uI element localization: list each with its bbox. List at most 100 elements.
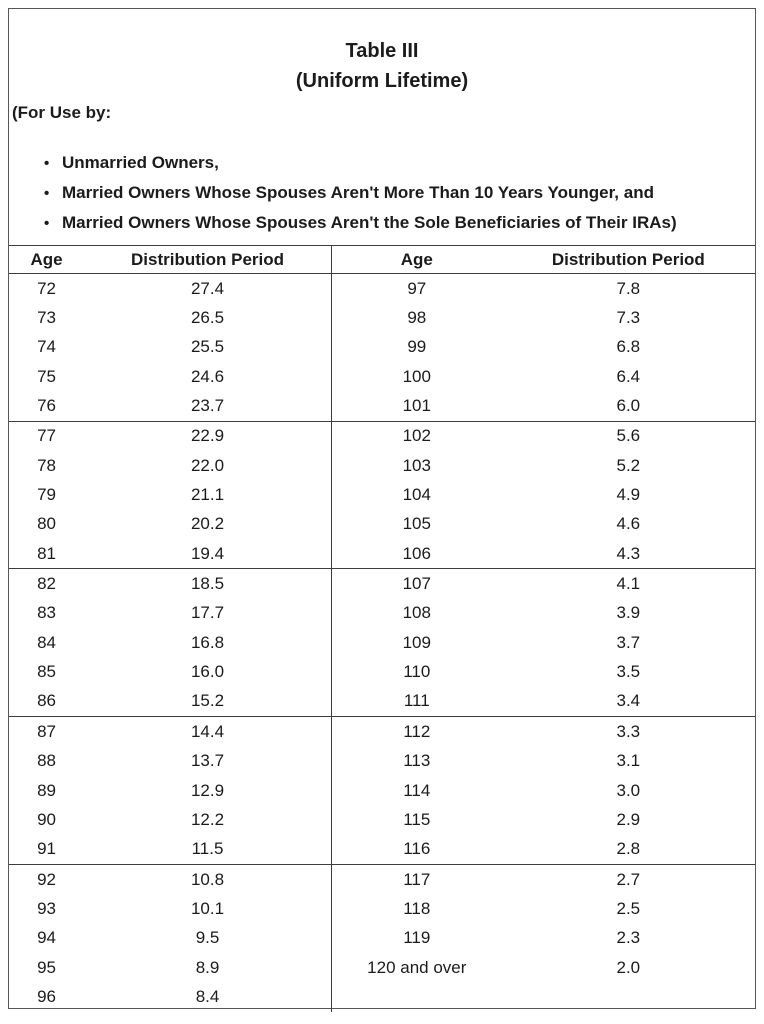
bullet-text: Unmarried Owners, xyxy=(62,153,219,172)
period-cell: 8.9 xyxy=(195,957,220,977)
age-cell: 81 xyxy=(37,543,56,563)
period-cell: 6.0 xyxy=(616,396,641,416)
period-cell: 3.5 xyxy=(616,662,641,682)
table-row: 91 11.5 116 2.8 xyxy=(9,834,755,865)
period-cell: 20.2 xyxy=(190,514,225,534)
list-item: • Unmarried Owners, xyxy=(9,148,755,178)
age-cell xyxy=(330,982,502,1012)
table-row: 80 20.2 105 4.6 xyxy=(9,509,755,540)
age-cell: 83 xyxy=(37,603,56,623)
period-cell: 19.4 xyxy=(190,543,225,563)
period-cell: 3.4 xyxy=(616,691,641,711)
period-cell: 24.6 xyxy=(190,366,225,386)
age-cell: 72 xyxy=(37,278,56,298)
age-cell: 88 xyxy=(37,751,56,771)
age-cell: 112 xyxy=(330,716,502,747)
period-cell: 3.9 xyxy=(616,603,641,623)
age-cell: 89 xyxy=(37,780,56,800)
for-use-by-label: (For Use by: xyxy=(12,103,112,122)
age-cell: 73 xyxy=(37,308,56,328)
age-cell: 116 xyxy=(330,834,502,865)
table-row: 72 27.4 97 7.8 xyxy=(9,273,755,304)
age-cell: 80 xyxy=(37,514,56,534)
column-header-period-right: Distribution Period xyxy=(501,245,755,274)
period-cell: 2.5 xyxy=(616,898,641,918)
table-row: 82 18.5 107 4.1 xyxy=(9,568,755,599)
table-row: 73 26.5 98 7.3 xyxy=(9,303,755,333)
age-cell: 94 xyxy=(37,928,56,948)
age-cell: 97 xyxy=(330,273,502,304)
age-cell: 96 xyxy=(37,986,56,1006)
period-cell: 27.4 xyxy=(190,278,225,298)
period-cell: 10.1 xyxy=(190,898,225,918)
bullet-text: Married Owners Whose Spouses Aren't More… xyxy=(62,183,654,202)
period-cell: 18.5 xyxy=(190,574,225,594)
period-cell: 4.9 xyxy=(616,485,641,505)
table-row: 86 15.2 111 3.4 xyxy=(9,686,755,717)
period-cell: 23.7 xyxy=(190,396,225,416)
age-cell: 113 xyxy=(330,746,502,776)
age-cell: 90 xyxy=(37,809,56,829)
age-cell: 107 xyxy=(330,568,502,599)
age-cell: 106 xyxy=(330,539,502,569)
period-cell: 12.2 xyxy=(190,809,225,829)
age-cell: 115 xyxy=(330,805,502,835)
period-cell: 7.8 xyxy=(616,278,641,298)
period-cell: 4.6 xyxy=(616,514,641,534)
age-cell: 109 xyxy=(330,628,502,658)
age-cell: 108 xyxy=(330,598,502,629)
period-cell: 3.3 xyxy=(616,721,641,741)
table-row: 74 25.5 99 6.8 xyxy=(9,332,755,363)
age-cell: 102 xyxy=(330,421,502,452)
period-cell: 25.5 xyxy=(190,337,225,357)
age-cell: 93 xyxy=(37,898,56,918)
uniform-lifetime-table: Age Distribution Period Age Distribution… xyxy=(9,245,755,1012)
period-cell: 4.1 xyxy=(616,574,641,594)
age-cell: 75 xyxy=(37,366,56,386)
period-cell: 16.0 xyxy=(190,662,225,682)
period-cell: 22.0 xyxy=(190,455,225,475)
table-row: 93 10.1 118 2.5 xyxy=(9,894,755,924)
page-subtitle: (Uniform Lifetime) xyxy=(295,70,469,92)
period-cell xyxy=(502,982,755,1011)
row-group: 72 27.4 97 7.8 73 26.5 98 7.3 74 25.5 99… xyxy=(9,273,755,422)
period-cell: 22.9 xyxy=(190,426,225,446)
table-row: 95 8.9 120 and over 2.0 xyxy=(9,952,755,983)
period-cell: 9.5 xyxy=(195,928,220,948)
table-header-row: Age Distribution Period Age Distribution… xyxy=(9,245,755,274)
age-cell: 82 xyxy=(37,574,56,594)
table-row: 92 10.8 117 2.7 xyxy=(9,864,755,895)
period-cell: 4.3 xyxy=(616,543,641,563)
period-cell: 6.4 xyxy=(616,366,641,386)
bullet-icon: • xyxy=(44,215,50,232)
age-cell: 77 xyxy=(37,426,56,446)
table-row: 85 16.0 110 3.5 xyxy=(9,657,755,687)
document-frame: Table III (Uniform Lifetime) (For Use by… xyxy=(8,8,756,1012)
age-cell: 79 xyxy=(37,485,56,505)
age-cell: 99 xyxy=(330,332,502,363)
period-cell: 2.8 xyxy=(616,839,641,859)
age-cell: 119 xyxy=(330,923,502,953)
age-cell: 87 xyxy=(37,721,56,741)
period-cell: 13.7 xyxy=(190,751,225,771)
period-cell: 5.2 xyxy=(616,455,641,475)
bullet-list: • Unmarried Owners, • Married Owners Who… xyxy=(9,148,755,238)
period-cell: 16.8 xyxy=(190,632,225,652)
period-cell: 2.9 xyxy=(616,809,641,829)
column-header-age-left: Age xyxy=(9,245,85,274)
period-cell: 17.7 xyxy=(190,603,225,623)
table-row: 79 21.1 104 4.9 xyxy=(9,480,755,510)
age-cell: 100 xyxy=(330,362,502,392)
table-row: 77 22.9 102 5.6 xyxy=(9,421,755,452)
period-cell: 2.3 xyxy=(616,928,641,948)
table-row: 88 13.7 113 3.1 xyxy=(9,746,755,776)
age-cell: 76 xyxy=(37,396,56,416)
age-cell: 111 xyxy=(330,686,502,717)
age-cell: 117 xyxy=(330,864,502,895)
list-item: • Married Owners Whose Spouses Aren't Mo… xyxy=(9,178,755,208)
period-cell: 3.7 xyxy=(616,632,641,652)
age-cell: 114 xyxy=(330,775,502,806)
bullet-text: Married Owners Whose Spouses Aren't the … xyxy=(62,213,677,232)
table-row: 96 8.4 xyxy=(9,982,755,1012)
period-cell: 14.4 xyxy=(190,721,225,741)
